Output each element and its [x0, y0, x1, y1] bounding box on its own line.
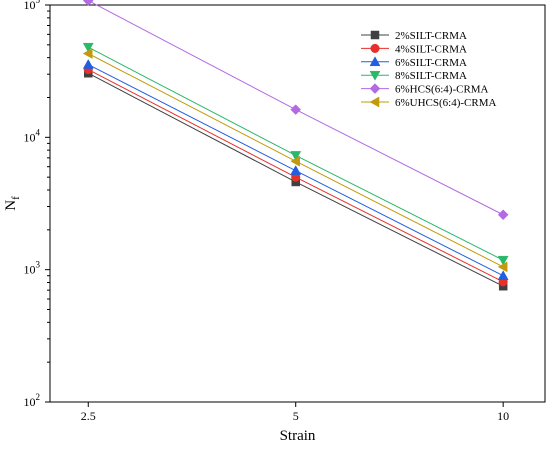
- plot-axes: 2.5 5 10 102 103 104 105: [24, 0, 546, 423]
- data-point: [82, 0, 94, 6]
- data-point: [497, 209, 509, 221]
- legend-entry: 2%SILT-CRMA: [361, 30, 467, 42]
- legend-label: 8%SILT-CRMA: [395, 70, 467, 82]
- x-axis-title: Strain: [280, 428, 316, 444]
- legend-marker: [370, 30, 380, 40]
- data-point: [290, 151, 302, 161]
- data-point: [82, 48, 93, 59]
- y-axis-title: Nf: [3, 196, 22, 211]
- x-tick-label: 10: [497, 409, 509, 423]
- legend-marker: [369, 70, 381, 81]
- series-layer: [82, 0, 509, 291]
- y-tick-label: 103: [24, 260, 41, 277]
- data-point: [497, 261, 508, 273]
- series-4: [82, 42, 509, 266]
- series-6: [82, 48, 508, 273]
- y-tick-label: 105: [24, 0, 41, 12]
- series-3: [82, 59, 509, 280]
- series-5: [82, 0, 509, 221]
- legend-label: 6%HCS(6:4)-CRMA: [395, 84, 489, 96]
- legend-label: 6%UHCS(6:4)-CRMA: [395, 97, 497, 109]
- legend-entry: 4%SILT-CRMA: [361, 43, 467, 55]
- data-point: [290, 165, 302, 175]
- legend-marker: [369, 56, 381, 67]
- data-point: [82, 59, 94, 69]
- x-tick-label: 2.5: [81, 409, 96, 423]
- y-axis-title-main: N: [3, 200, 19, 211]
- plot-frame: [49, 4, 546, 403]
- legend-entry: 6%UHCS(6:4)-CRMA: [361, 96, 497, 109]
- legend-entry: 6%SILT-CRMA: [361, 56, 467, 69]
- data-point: [82, 42, 94, 53]
- legend-entry: 8%SILT-CRMA: [361, 70, 467, 82]
- y-tick-label: 104: [24, 127, 41, 144]
- legend-label: 2%SILT-CRMA: [395, 30, 467, 42]
- legend-entry: 6%HCS(6:4)-CRMA: [361, 83, 489, 96]
- data-point: [290, 104, 302, 115]
- y-tick-label: 102: [24, 392, 41, 409]
- data-point: [497, 255, 509, 266]
- data-point: [497, 270, 509, 280]
- legend-marker: [369, 83, 381, 94]
- x-tick-label: 5: [293, 409, 299, 423]
- legend-label: 6%SILT-CRMA: [395, 57, 467, 69]
- legend-marker: [370, 43, 380, 53]
- legend-label: 4%SILT-CRMA: [395, 43, 467, 55]
- legend-marker: [369, 96, 380, 108]
- y-axis-title-subscript: f: [10, 196, 22, 200]
- data-point: [290, 155, 300, 167]
